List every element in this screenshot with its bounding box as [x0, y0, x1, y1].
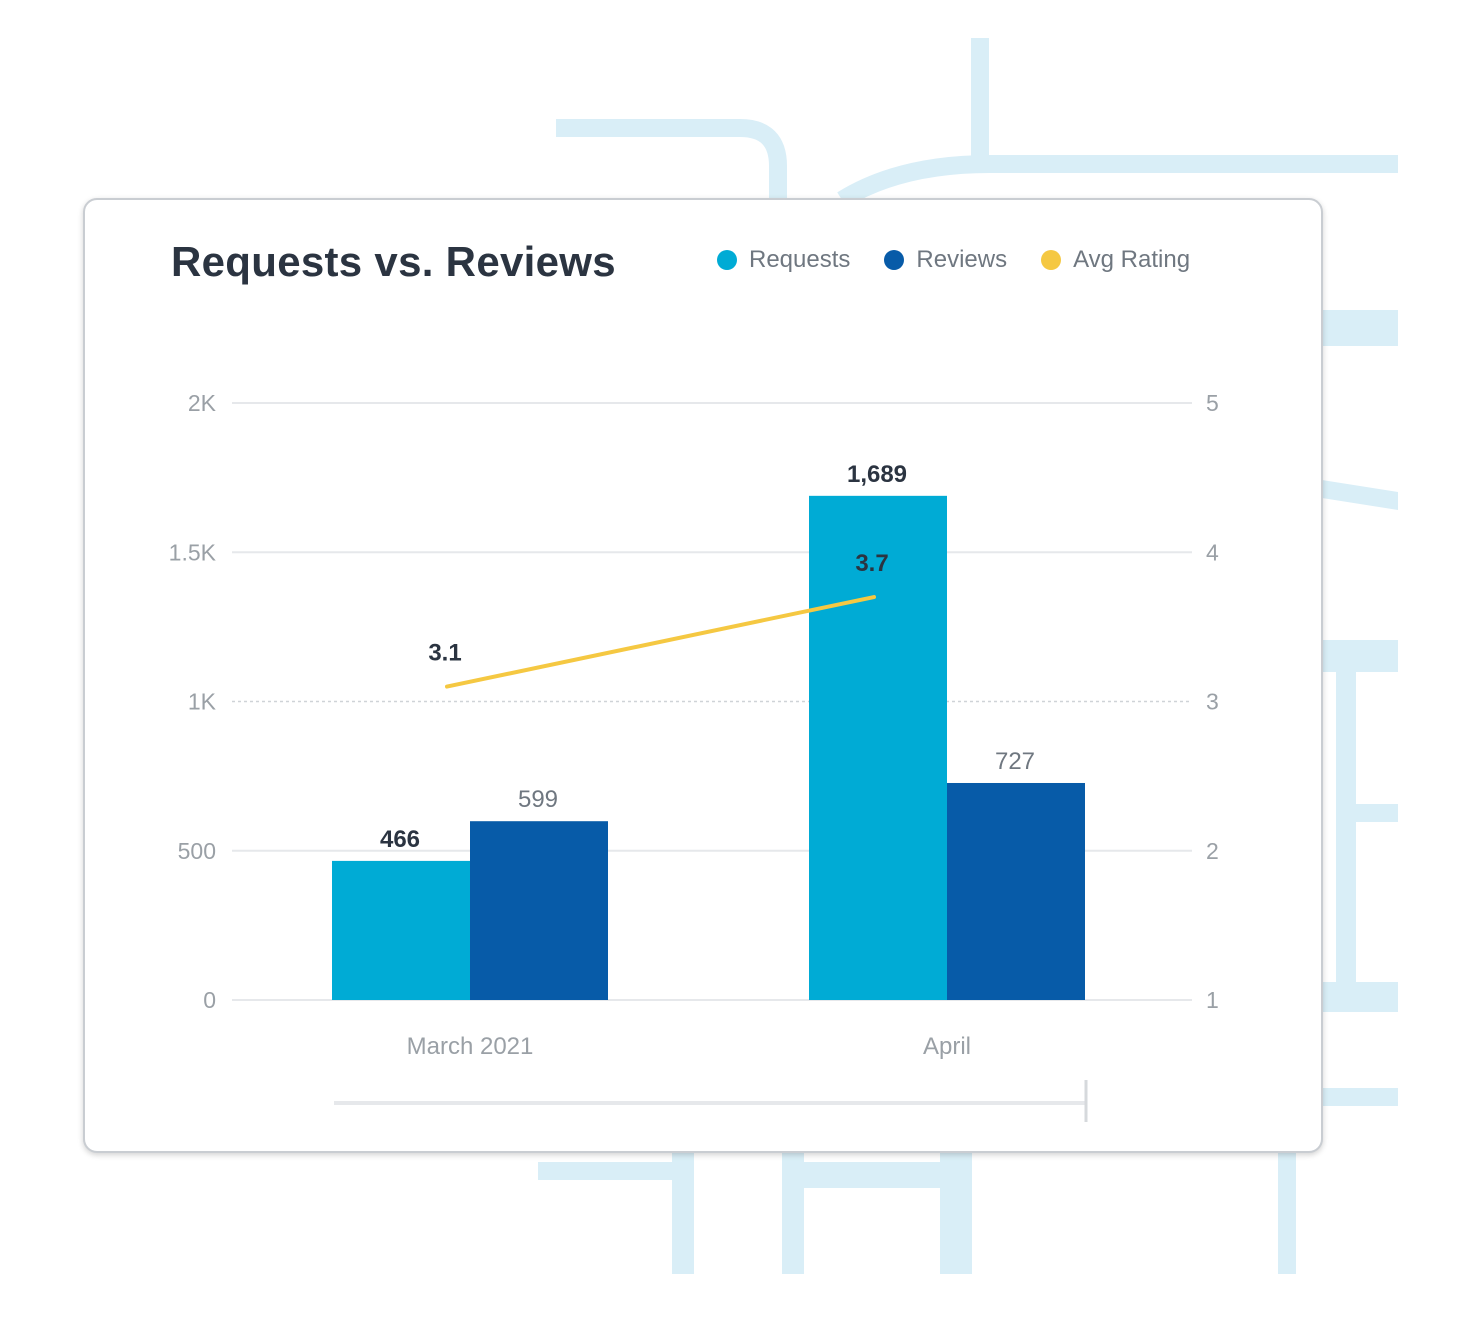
- decor-bar: [940, 1150, 972, 1274]
- decor-bar: [1356, 804, 1398, 822]
- y-left-tick-label: 2K: [188, 390, 217, 416]
- bar-reviews-1: [470, 821, 608, 1000]
- decor-bar: [1322, 310, 1398, 346]
- chart-title: Requests vs. Reviews: [171, 238, 616, 285]
- y-right-tick-label: 2: [1206, 838, 1219, 864]
- chart-legend: Requests Reviews Avg Rating: [717, 246, 1190, 274]
- decor-curve: [556, 119, 787, 200]
- decor-bar: [672, 1150, 694, 1274]
- decor-bar: [782, 1150, 804, 1274]
- x-tick-label: April: [923, 1033, 971, 1060]
- y-right-tick-label: 3: [1206, 689, 1219, 715]
- data-label-avg-rating: 3.7: [855, 550, 888, 577]
- legend-swatch-avg-rating: [1041, 250, 1062, 270]
- legend-label-reviews: Reviews: [916, 246, 1008, 273]
- y-right-tick-label: 5: [1206, 390, 1219, 416]
- bar-reviews-2: [947, 782, 1085, 1000]
- y-left-tick-label: 500: [178, 838, 216, 864]
- legend-label-avg-rating: Avg Rating: [1073, 246, 1191, 273]
- data-label-reviews: 727: [995, 748, 1035, 775]
- line-avg-rating: [445, 595, 876, 689]
- decor-bar: [804, 1162, 944, 1188]
- decor-bar: [1322, 982, 1398, 1012]
- chart-card: Requests vs. Reviews Requests Reviews Av…: [83, 198, 1323, 1153]
- bar-requests-2: [809, 495, 947, 1000]
- decor-slant: [1322, 480, 1398, 510]
- decor-bar: [1322, 640, 1398, 672]
- y-left-tick-label: 1K: [188, 689, 217, 715]
- y-right-tick-label: 1: [1206, 987, 1219, 1013]
- legend-item-avg-rating[interactable]: Avg Rating: [1041, 246, 1190, 274]
- decor-bar: [1322, 1088, 1398, 1106]
- data-label-requests: 466: [380, 826, 420, 853]
- y-left-tick-label: 0: [203, 987, 216, 1013]
- legend-swatch-reviews: [884, 250, 905, 270]
- y-right-tick-label: 4: [1206, 539, 1219, 565]
- data-label-avg-rating: 3.1: [428, 640, 461, 667]
- legend-item-requests[interactable]: Requests: [717, 246, 850, 274]
- legend-swatch-requests: [717, 250, 737, 270]
- legend-item-reviews[interactable]: Reviews: [884, 246, 1007, 274]
- data-label-requests: 1,689: [847, 461, 907, 488]
- bar-requests-1: [332, 860, 470, 1000]
- decor-bar: [1278, 1150, 1296, 1274]
- x-tick-label: March 2021: [407, 1033, 534, 1060]
- y-left-tick-label: 1.5K: [169, 539, 217, 565]
- legend-label-requests: Requests: [749, 246, 851, 273]
- decor-bar: [538, 1162, 680, 1180]
- data-label-reviews: 599: [518, 786, 558, 813]
- decor-bar: [1336, 672, 1356, 982]
